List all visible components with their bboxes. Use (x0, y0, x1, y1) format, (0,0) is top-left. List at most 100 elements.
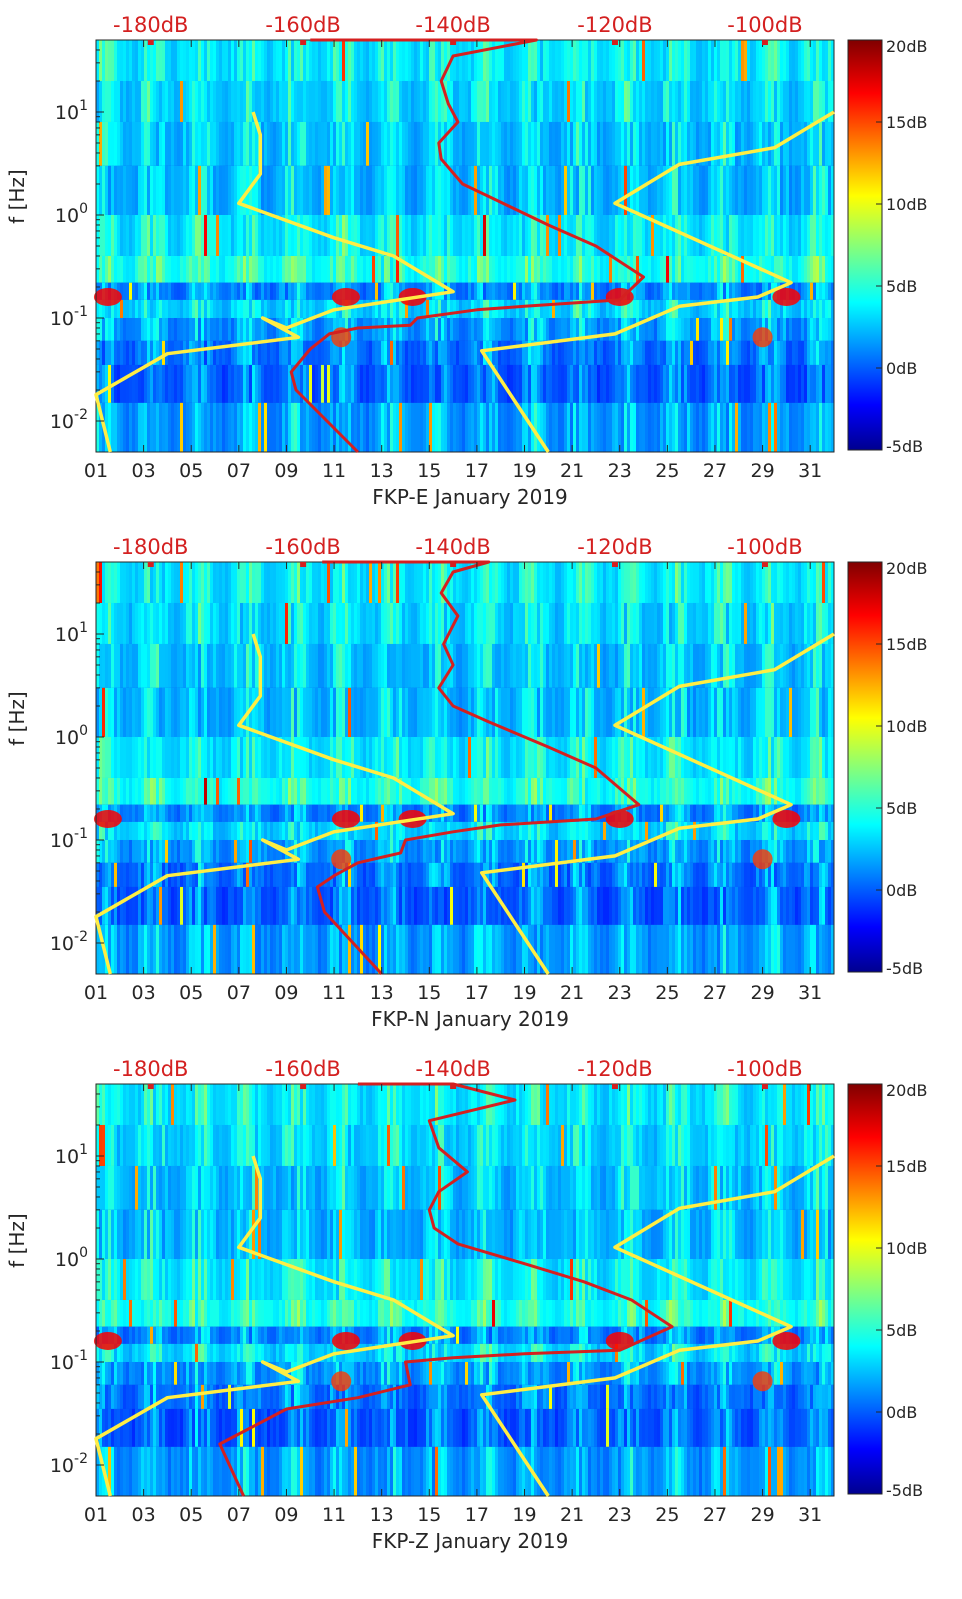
heatmap-cell (696, 364, 700, 403)
heatmap-cell (480, 317, 484, 341)
heatmap-cell (531, 214, 535, 256)
heatmap-cell (564, 924, 568, 974)
heatmap-cell (180, 282, 184, 300)
heatmap-cell (342, 121, 346, 166)
heatmap-cell (171, 40, 175, 81)
heatmap-cell (282, 562, 286, 603)
heatmap-cell (168, 562, 172, 603)
heatmap-cell (498, 924, 502, 974)
heatmap-cell (771, 299, 775, 318)
heatmap-cell (270, 255, 274, 283)
heatmap-cell (333, 364, 337, 403)
heatmap-cell (96, 121, 100, 166)
heatmap-cell (483, 643, 487, 688)
heatmap-cell (420, 736, 424, 778)
heatmap-cell (225, 886, 229, 925)
heatmap-cell (297, 255, 301, 283)
heatmap-cell (159, 602, 163, 644)
heatmap-cell (276, 804, 280, 822)
heatmap-cell (381, 121, 385, 166)
heatmap-cell (282, 364, 286, 403)
heatmap-cell (240, 165, 244, 215)
heatmap-cell (177, 736, 181, 778)
heatmap-cell (708, 299, 712, 318)
heatmap-cell (591, 121, 595, 166)
heatmap-cell (330, 886, 334, 925)
heatmap-cell (261, 255, 265, 283)
heatmap-cell (267, 340, 271, 365)
heatmap-cell (624, 402, 628, 452)
heatmap-cell (147, 121, 151, 166)
heatmap-cell (243, 804, 247, 822)
heatmap-cell (414, 340, 418, 365)
heatmap-cell (147, 255, 151, 283)
heatmap-cell (648, 214, 652, 256)
heatmap-cell (303, 562, 307, 603)
heatmap-cell (564, 736, 568, 778)
heatmap-cell (369, 804, 373, 822)
heatmap-cell (804, 282, 808, 300)
heatmap-cell (429, 165, 433, 215)
heatmap-cell (558, 777, 562, 805)
heatmap-cell (186, 255, 190, 283)
heatmap-cell (381, 643, 385, 688)
heatmap-cell (336, 687, 340, 737)
heatmap-cell (255, 317, 259, 341)
heatmap-cell (678, 80, 682, 122)
heatmap-cell (417, 821, 421, 840)
heatmap-cell (405, 736, 409, 778)
heatmap-cell (831, 121, 835, 166)
heatmap-cell (477, 886, 481, 925)
heatmap-cell (567, 643, 571, 688)
heatmap-cell (468, 602, 472, 644)
heatmap-cell (246, 364, 250, 403)
heatmap-cell (822, 165, 826, 215)
heatmap-cell (309, 80, 313, 122)
heatmap-cell (606, 40, 610, 81)
heatmap-cell (126, 121, 130, 166)
heatmap-cell (138, 121, 142, 166)
heatmap-cell (216, 121, 220, 166)
heatmap-cell (297, 40, 301, 81)
heatmap-cell (261, 839, 265, 863)
heatmap-cell (390, 862, 394, 887)
heatmap-cell (294, 687, 298, 737)
heatmap-cell (516, 214, 520, 256)
heatmap-cell (411, 364, 415, 403)
heatmap-cell (627, 340, 631, 365)
heatmap-cell (237, 165, 241, 215)
heatmap-cell (480, 255, 484, 283)
heatmap-cell (150, 777, 154, 805)
heatmap-cell (369, 886, 373, 925)
heatmap-cell (720, 317, 724, 341)
heatmap-cell (435, 777, 439, 805)
heatmap-cell (501, 40, 505, 81)
heatmap-cell (156, 364, 160, 403)
heatmap-cell (684, 80, 688, 122)
heatmap-cell (156, 165, 160, 215)
heatmap-cell (468, 777, 472, 805)
heatmap-cell (186, 40, 190, 81)
heatmap-cell (207, 80, 211, 122)
heatmap-cell (696, 317, 700, 341)
heatmap-cell (282, 282, 286, 300)
heatmap-cell (597, 282, 601, 300)
heatmap-cell (288, 886, 292, 925)
heatmap-cell (522, 862, 526, 887)
heatmap-cell (114, 80, 118, 122)
heatmap-cell (729, 364, 733, 403)
heatmap-cell (714, 282, 718, 300)
heatmap-cell (501, 165, 505, 215)
heatmap-cell (564, 687, 568, 737)
heatmap-cell (507, 214, 511, 256)
heatmap-cell (669, 340, 673, 365)
heatmap-cell (327, 340, 331, 365)
heatmap-cell (447, 687, 451, 737)
heatmap-cell (489, 40, 493, 81)
heatmap-cell (792, 340, 796, 365)
heatmap-cell (639, 165, 643, 215)
heatmap-cell (237, 364, 241, 403)
heatmap-cell (108, 121, 112, 166)
heatmap-cell (123, 340, 127, 365)
heatmap-cell (372, 643, 376, 688)
